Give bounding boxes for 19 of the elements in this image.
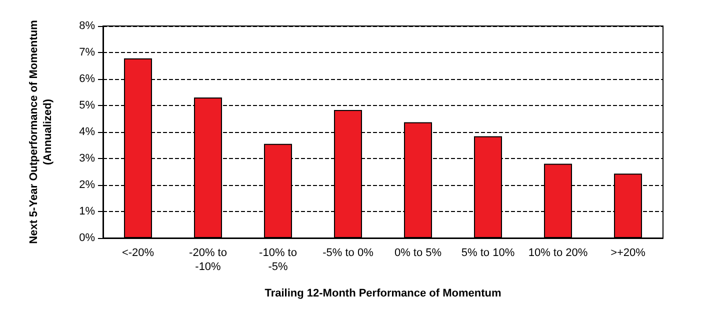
y-tick-label: 3% [79,152,96,164]
x-tick-label: 10% to 20% [528,247,588,259]
y-tick-label: 8% [79,20,96,32]
x-tick-label: -20% to -10% [189,247,227,273]
y-tick-label: 1% [79,206,96,218]
x-tick-label: >+20% [610,247,646,259]
y-tick-label: 6% [79,73,96,85]
y-tick-label: 0% [79,232,96,244]
x-tick-label: <-20% [122,247,154,259]
y-tick-label: 5% [79,100,96,112]
x-tick-label: 0% to 5% [394,247,442,259]
y-tick-label: 2% [79,179,96,191]
x-axis-title: Trailing 12-Month Performance of Momentum [264,288,502,300]
x-tick-label: -10% to -5% [259,247,297,273]
y-axis-title: Next 5-Year Outperformance of Momentum (Annualized) [28,20,54,244]
y-tick-label: 4% [79,126,96,138]
x-tick-label: -5% to 0% [322,247,374,259]
x-tick-label: 5% to 10% [461,247,515,259]
y-tick-label: 7% [79,46,96,58]
